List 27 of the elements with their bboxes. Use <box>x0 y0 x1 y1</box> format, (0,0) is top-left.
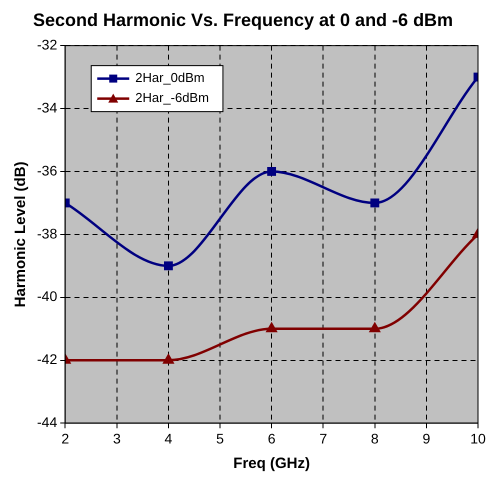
y-tick-label: -42 <box>37 351 58 368</box>
x-tick-label: 7 <box>319 430 328 446</box>
y-tick-label: -40 <box>37 288 58 304</box>
x-tick-label: 8 <box>370 430 379 446</box>
y-tick-label: -36 <box>37 162 58 178</box>
y-tick-label: -38 <box>37 225 58 242</box>
point <box>370 323 380 332</box>
legend-label: 2Har_-6dBm <box>135 90 209 106</box>
point <box>266 323 277 332</box>
point <box>164 261 173 270</box>
x-tick-label: 3 <box>112 430 121 446</box>
chart-title: Second Harmonic Vs. Frequency at 0 and -6 dBm <box>32 10 454 30</box>
legend-label: 2Har_0dBm <box>135 70 205 86</box>
x-tick-label: 2 <box>61 430 70 446</box>
x-tick-label: 6 <box>268 430 276 446</box>
point <box>163 354 174 364</box>
x-tick-label: 9 <box>422 430 431 446</box>
y-tick-label: -44 <box>37 414 58 430</box>
x-axis-title: Freq (GHz) <box>233 455 310 472</box>
point <box>267 167 276 176</box>
point <box>370 198 380 208</box>
y-tick-label: -32 <box>37 36 58 52</box>
x-tick-label: 5 <box>216 430 224 446</box>
x-tick-label: 4 <box>164 430 173 446</box>
y-tick-label: -34 <box>37 99 58 116</box>
y-axis-title: Harmonic Level (dB) <box>12 161 30 308</box>
x-tick-label: 10 <box>470 430 486 446</box>
